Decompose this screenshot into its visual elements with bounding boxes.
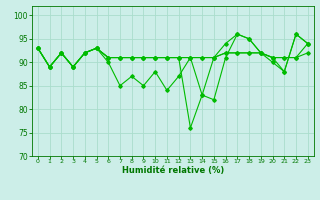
X-axis label: Humidité relative (%): Humidité relative (%)	[122, 166, 224, 175]
